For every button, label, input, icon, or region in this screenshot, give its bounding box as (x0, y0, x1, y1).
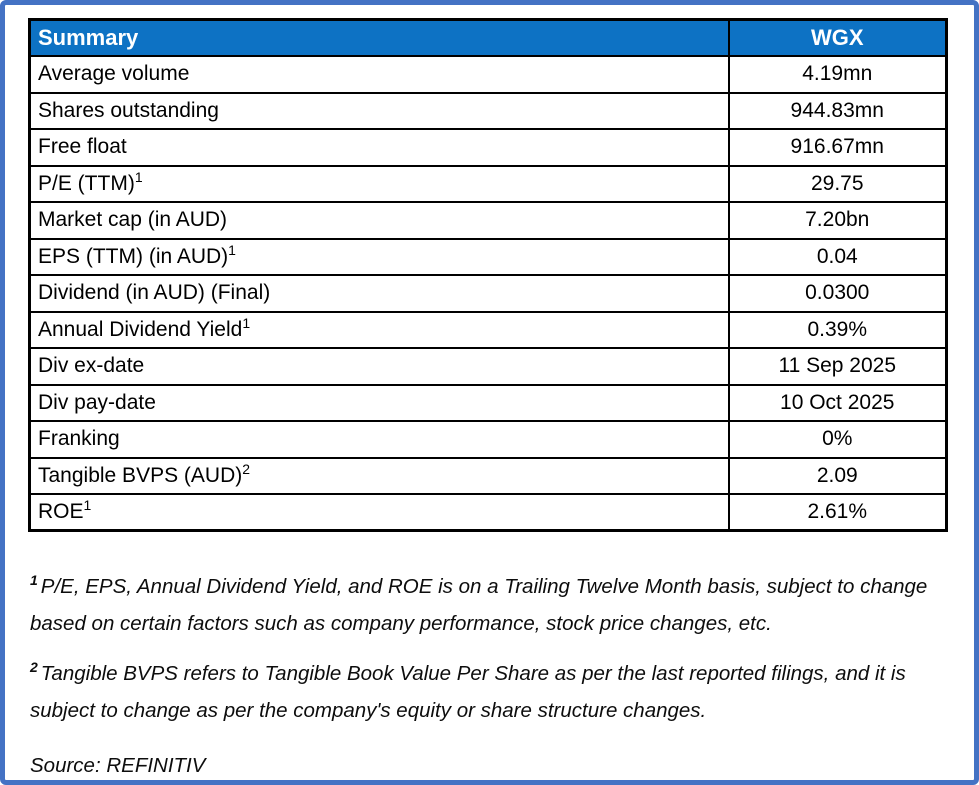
table-row: Free float 916.67mn (28, 128, 948, 167)
table-row: Dividend (in AUD) (Final) 0.0300 (28, 274, 948, 313)
table-row: EPS (TTM) (in AUD)1 0.04 (28, 237, 948, 276)
table-row: Tangible BVPS (AUD)2 2.09 (28, 456, 948, 495)
header-summary: Summary (28, 18, 730, 57)
metric-label-cell: Market cap (in AUD) (28, 201, 730, 240)
metric-value-cell: 944.83mn (727, 91, 948, 130)
footnote-1: 1 P/E, EPS, Annual Dividend Yield, and RO… (30, 568, 955, 642)
metric-label: Dividend (in AUD) (Final) (38, 281, 271, 305)
metric-label-cell: EPS (TTM) (in AUD)1 (28, 237, 730, 276)
metric-label-cell: ROE1 (28, 493, 730, 532)
metric-label-cell: Free float (28, 128, 730, 167)
footnote-marker: 1 (242, 314, 251, 331)
metric-value-cell: 0% (727, 420, 948, 459)
metric-label: EPS (TTM) (in AUD) (38, 244, 229, 268)
table-row: Average volume 4.19mn (28, 55, 948, 94)
metric-label: Shares outstanding (38, 98, 219, 122)
metric-value-cell: 7.20bn (727, 201, 948, 240)
notes-section: 1 P/E, EPS, Annual Dividend Yield, and RO… (30, 568, 955, 778)
footnote-2-marker: 2 (30, 659, 38, 676)
table-header-row: Summary WGX (28, 18, 948, 57)
metric-label: Div pay-date (38, 390, 156, 414)
metric-label: Franking (38, 427, 120, 451)
metric-label-cell: Tangible BVPS (AUD)2 (28, 456, 730, 495)
source-attribution: Source: REFINITIV (30, 754, 206, 777)
metric-value-cell: 4.19mn (727, 55, 948, 94)
metric-value-cell: 10 Oct 2025 (727, 383, 948, 422)
metric-label-cell: Div ex-date (28, 347, 730, 386)
table-row: Shares outstanding 944.83mn (28, 91, 948, 130)
header-ticker: WGX (727, 18, 948, 57)
metric-value-cell: 29.75 (727, 164, 948, 203)
metric-label-cell: Div pay-date (28, 383, 730, 422)
metric-value-cell: 2.61% (727, 493, 948, 532)
metric-label: Tangible BVPS (AUD) (38, 463, 243, 487)
metric-label-cell: P/E (TTM)1 (28, 164, 730, 203)
footnote-2-text: Tangible BVPS refers to Tangible Book Va… (30, 662, 906, 722)
metric-value-cell: 0.0300 (727, 274, 948, 313)
metric-label: ROE (38, 500, 84, 523)
table-row: Annual Dividend Yield1 0.39% (28, 310, 948, 349)
metric-label: Div ex-date (38, 354, 145, 378)
footnote-marker: 1 (83, 497, 92, 513)
table-row: Market cap (in AUD) 7.20bn (28, 201, 948, 240)
metric-label: P/E (TTM) (38, 171, 135, 195)
metric-label-cell: Shares outstanding (28, 91, 730, 130)
footnote-1-marker: 1 (30, 572, 38, 589)
table-row: Div ex-date 11 Sep 2025 (28, 347, 948, 386)
table-row: Div pay-date 10 Oct 2025 (28, 383, 948, 422)
metric-value-cell: 0.39% (727, 310, 948, 349)
metric-label-cell: Franking (28, 420, 730, 459)
metric-label: Free float (38, 135, 127, 159)
footnote-2: 2 Tangible BVPS refers to Tangible Book V… (30, 655, 955, 729)
metric-value-cell: 2.09 (727, 456, 948, 495)
metric-label: Market cap (in AUD) (38, 208, 228, 232)
table-row: Franking 0% (28, 420, 948, 459)
footnote-1-text: P/E, EPS, Annual Dividend Yield, and ROE… (30, 575, 928, 635)
table-row: P/E (TTM)1 29.75 (28, 164, 948, 203)
metric-label: Average volume (38, 62, 190, 86)
metric-label-cell: Dividend (in AUD) (Final) (28, 274, 730, 313)
metric-label-cell: Annual Dividend Yield1 (28, 310, 730, 349)
footnote-marker: 2 (242, 460, 251, 477)
metric-label-cell: Average volume (28, 55, 730, 94)
table-row: ROE1 2.61% (28, 493, 948, 532)
summary-table: Summary WGX Average volume 4.19mn Shares… (28, 18, 948, 532)
footnote-marker: 1 (134, 168, 143, 185)
metric-value-cell: 916.67mn (727, 128, 948, 167)
footnote-marker: 1 (228, 241, 236, 258)
metric-label: Annual Dividend Yield (38, 317, 243, 341)
metric-value-cell: 0.04 (727, 237, 948, 276)
metric-value-cell: 11 Sep 2025 (727, 347, 948, 386)
